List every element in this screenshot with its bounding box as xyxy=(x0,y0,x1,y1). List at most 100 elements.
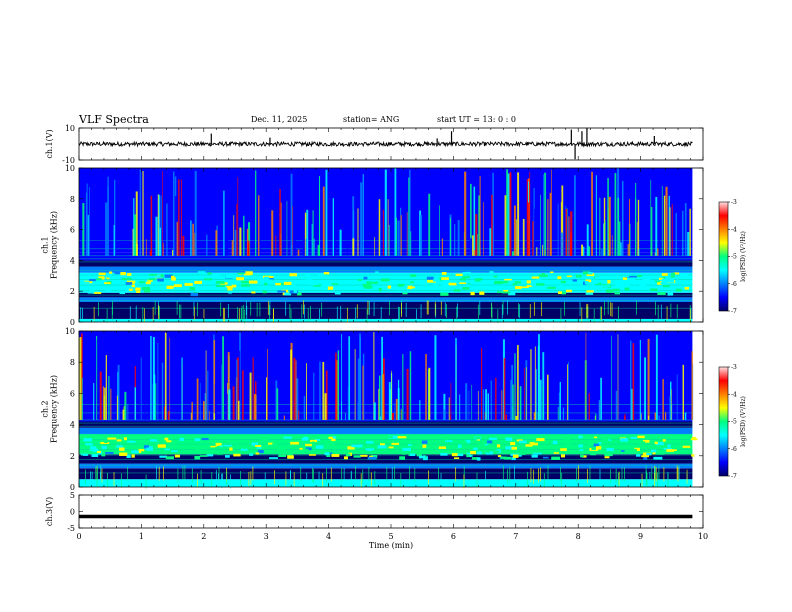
spec1-noise xyxy=(654,280,660,283)
spec2-noise xyxy=(302,448,309,453)
spec2-sferic xyxy=(296,378,299,420)
spec2-sferic xyxy=(214,383,217,420)
x-tick-label: 10 xyxy=(698,532,708,541)
spec2-sferic xyxy=(124,391,127,420)
spec2-low-sferic xyxy=(655,467,657,482)
spec2-noise xyxy=(225,455,230,458)
spec2-noise xyxy=(379,448,389,450)
spec1-sferic xyxy=(549,192,552,256)
spec2-sferic xyxy=(348,336,351,420)
spec2-low-sferic xyxy=(428,470,429,485)
spec1-low-sferic xyxy=(307,308,309,323)
spec2-ytick-label: 10 xyxy=(65,327,75,336)
spec1-band xyxy=(79,266,693,273)
spec2-low-sferic xyxy=(599,468,601,483)
spec2-noise xyxy=(379,443,385,446)
spec2-noise xyxy=(597,442,602,445)
spec1-noise xyxy=(275,283,281,286)
spec1-sferic xyxy=(543,174,545,256)
spec1-sferic xyxy=(536,247,538,256)
spec2-sferic xyxy=(517,345,519,420)
spec2-sferic xyxy=(213,340,216,420)
spec1-noise xyxy=(427,279,436,283)
spec1-sferic xyxy=(82,203,85,256)
spec1-noise xyxy=(622,284,630,287)
spec1-noise xyxy=(378,288,382,292)
spec2-sferic xyxy=(611,335,612,420)
spec2-noise xyxy=(524,451,530,454)
ch1-ytick-label: -10 xyxy=(62,156,75,165)
spec1-low-sferic xyxy=(541,302,543,317)
spec2-noise xyxy=(518,440,527,444)
spec2-low-sferic xyxy=(218,473,219,488)
spec1-noise xyxy=(194,280,202,285)
spec2-noise xyxy=(210,445,218,448)
spec1-sferic xyxy=(352,196,355,256)
spec1-sferic xyxy=(133,198,135,256)
spec2-sferic xyxy=(615,390,618,420)
spec2-low-sferic xyxy=(676,465,678,480)
spec1-band xyxy=(79,260,693,267)
ch3-frame xyxy=(78,494,704,529)
spec1-noise xyxy=(591,288,597,293)
spec2-low-sferic xyxy=(226,471,228,486)
spec2-low-sferic xyxy=(440,473,442,488)
spec2-noise xyxy=(367,448,372,451)
spec2-noise xyxy=(331,438,336,442)
spec1-noise xyxy=(106,274,113,278)
cb1-label: log(PSD) (V²/Hz) xyxy=(740,231,747,282)
spec1-noise xyxy=(494,280,503,285)
spec2-sferic xyxy=(468,390,470,420)
spec1-noise xyxy=(228,290,232,294)
spec1-noise xyxy=(241,284,251,287)
spec2-low-sferic xyxy=(91,471,93,486)
spec1-noise xyxy=(331,283,338,285)
spec1-low-sferic xyxy=(456,306,458,321)
spec2-noise xyxy=(402,447,411,451)
spec2-noise xyxy=(465,439,471,444)
spec1-ylabel: ch.1 Frequency (kHz) xyxy=(41,211,59,279)
spec1-sferic xyxy=(215,230,218,256)
spec2-low-sferic xyxy=(368,466,370,481)
spec2-sferic xyxy=(297,410,300,420)
spec2-noise xyxy=(351,444,358,448)
spec2-sferic xyxy=(104,387,106,420)
spec1-noise xyxy=(166,285,174,289)
spec2-noise xyxy=(459,441,467,444)
spec1-noise xyxy=(512,283,518,286)
spec2-ytick-label: 2 xyxy=(70,452,75,461)
spec1-low-sferic xyxy=(237,307,238,322)
spec2-sferic xyxy=(242,370,244,420)
spec2-noise xyxy=(172,441,176,445)
spec1-noise xyxy=(135,287,141,291)
spec2-noise xyxy=(454,453,464,457)
spec2-noise xyxy=(194,438,201,442)
spec1-noise xyxy=(459,282,467,285)
spec2-noise xyxy=(652,451,656,455)
spec1-low-sferic xyxy=(444,302,446,317)
spec1-noise xyxy=(479,291,485,295)
spec2-noise xyxy=(286,453,293,456)
spec2-sferic xyxy=(665,412,667,420)
spec2-noise xyxy=(655,442,664,446)
spec2-sferic xyxy=(617,334,619,420)
spec2-noise xyxy=(531,454,538,458)
spec1-noise xyxy=(575,274,582,278)
spec2-noise xyxy=(347,446,355,450)
spec1-noise xyxy=(410,286,416,289)
spec1-sferic xyxy=(509,172,512,256)
spec2-low-sferic xyxy=(90,471,91,486)
spec1-low-sferic xyxy=(196,302,198,317)
spec2-noise xyxy=(217,446,225,450)
spec1-sferic xyxy=(387,199,389,256)
spec1-noise xyxy=(121,278,129,281)
ch1-ylabel-line: ch.1(V) xyxy=(45,129,54,158)
spec2-sferic xyxy=(487,393,489,420)
spec1-sferic xyxy=(304,212,307,256)
cb2-tick-label: -7 xyxy=(731,473,737,480)
spec1-noise xyxy=(362,283,371,288)
spec2-noise xyxy=(691,436,696,440)
spec1-noise xyxy=(613,288,620,292)
spec2-sferic xyxy=(691,351,693,420)
spec2-sferic xyxy=(397,388,400,420)
